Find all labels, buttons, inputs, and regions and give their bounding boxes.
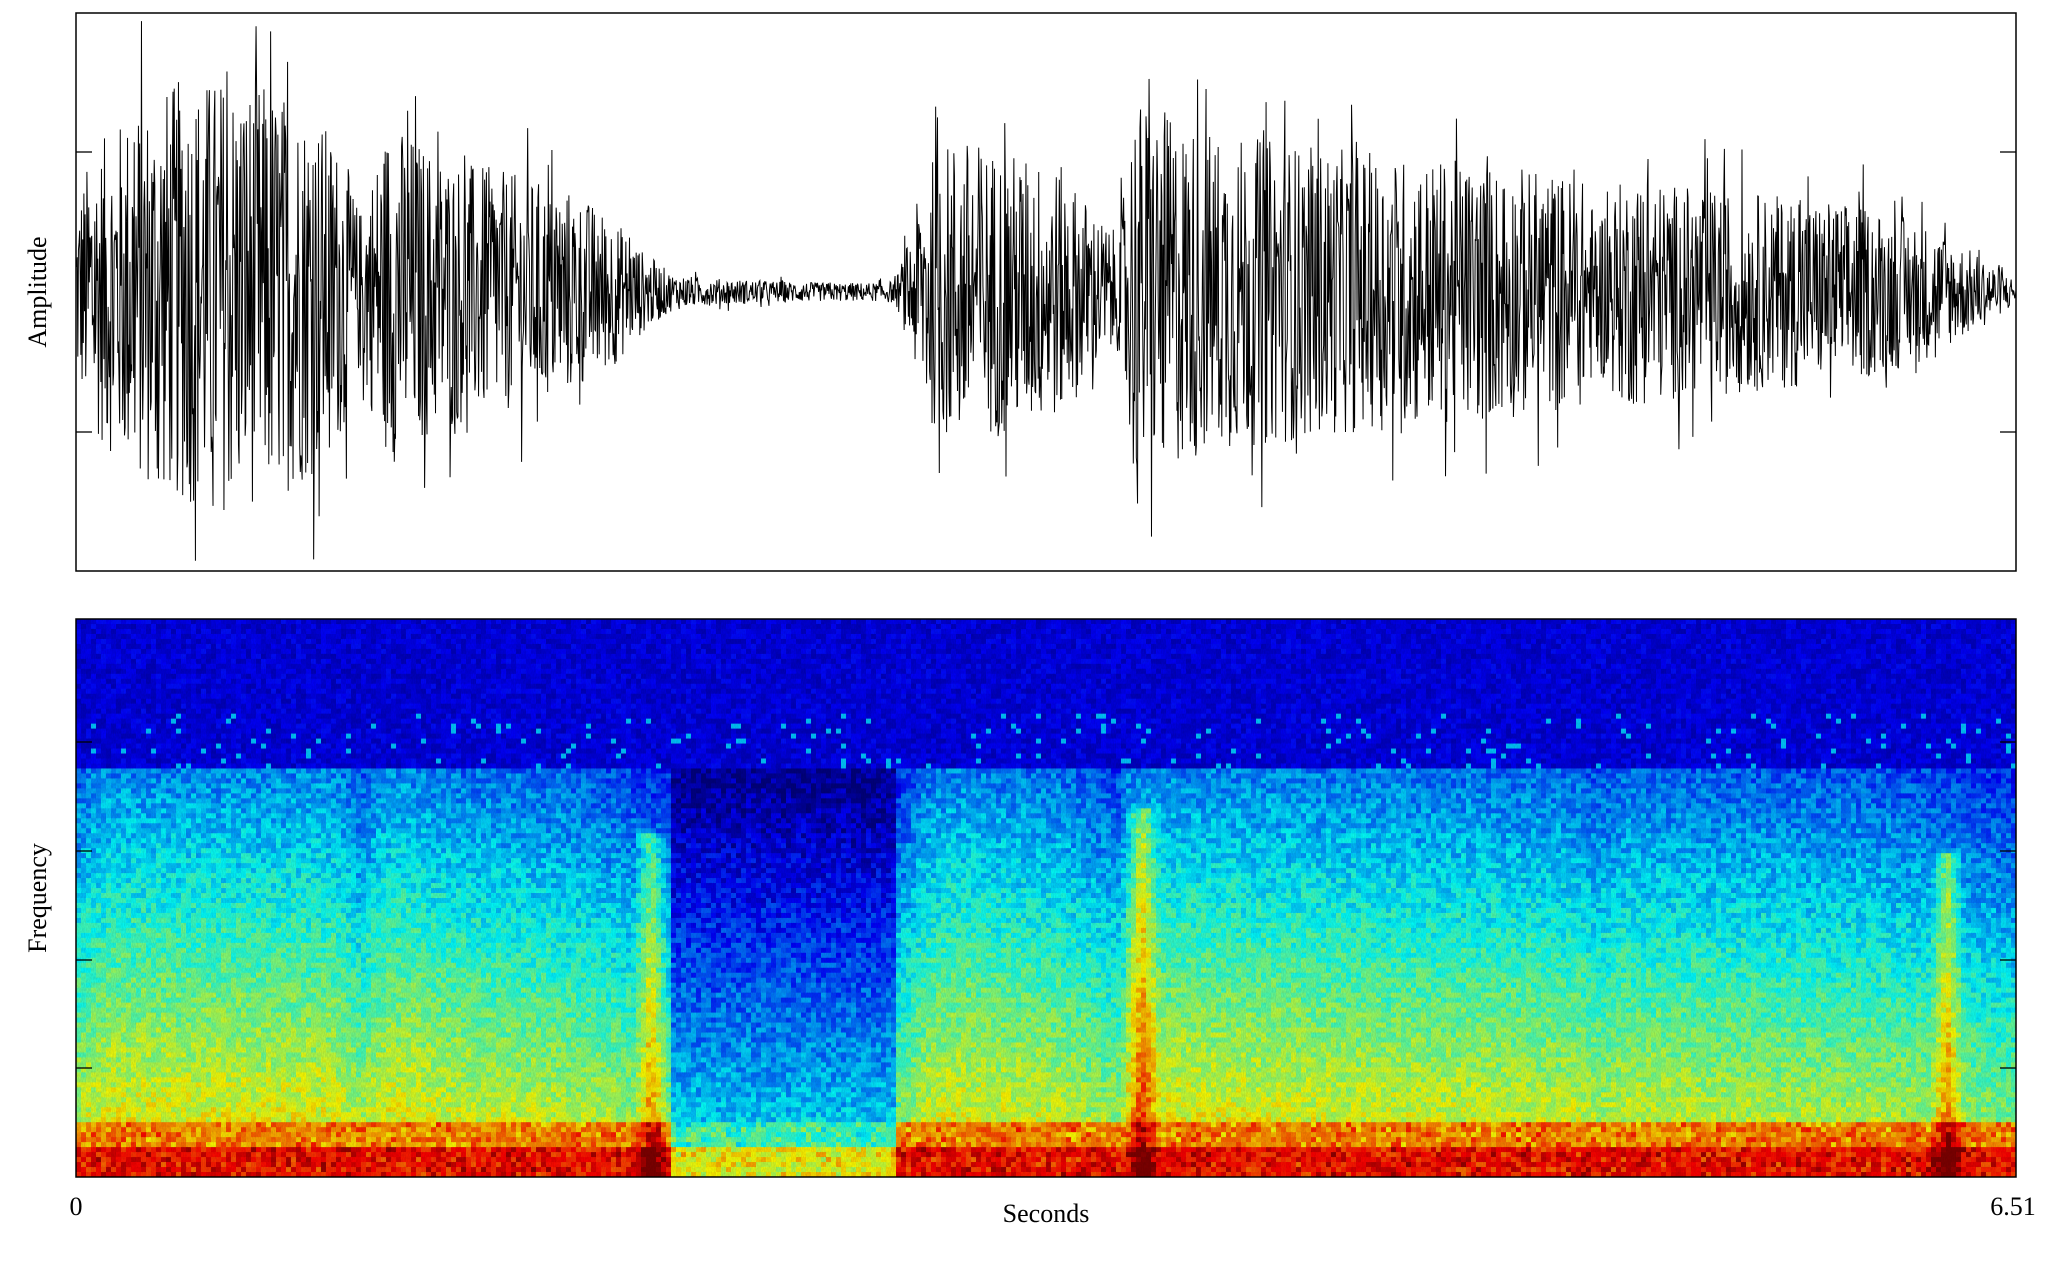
waveform-frame [75,12,2017,572]
waveform-y-label: Amplitude [23,236,52,347]
waveform-panel: Amplitude [23,12,2017,572]
waveform-series [76,21,2016,561]
spectrogram-panel: Frequency 0 6.51 Seconds [23,618,2036,1228]
waveform-y-ticks [76,151,2016,433]
